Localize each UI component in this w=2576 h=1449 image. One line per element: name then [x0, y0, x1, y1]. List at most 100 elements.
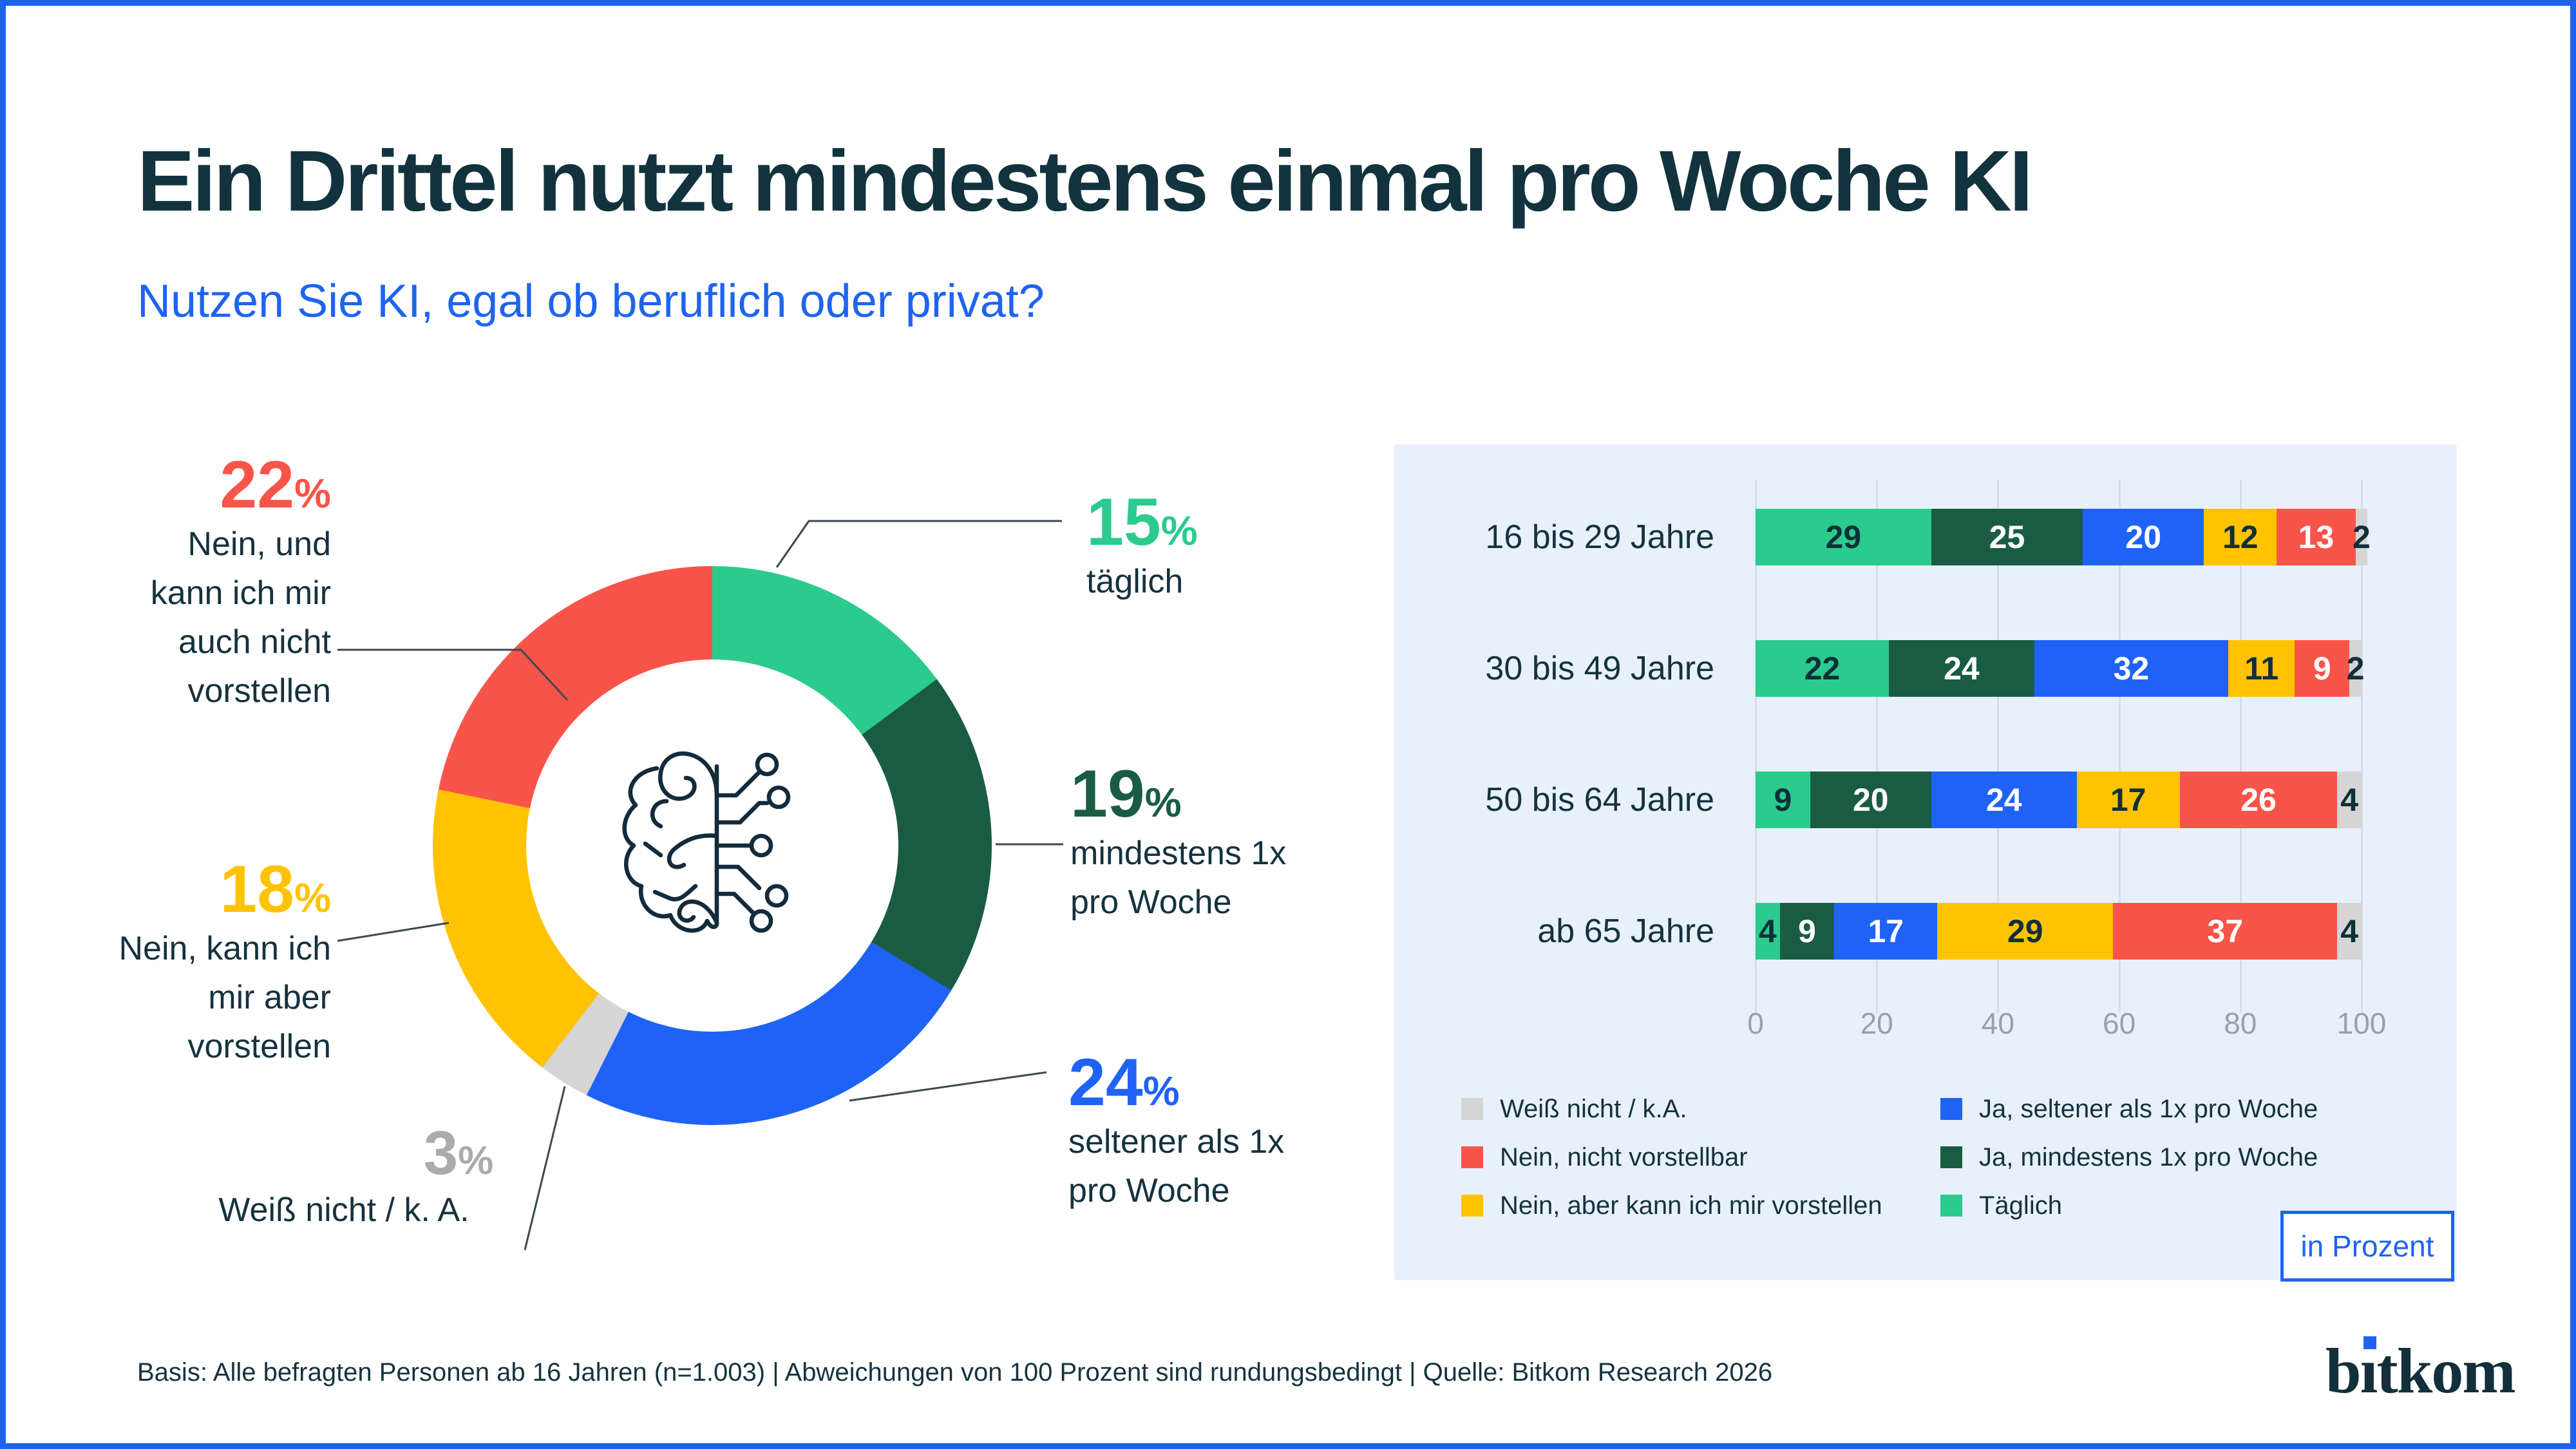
- bar-segment-value: 20: [1852, 782, 1889, 818]
- bar-segment: 2: [2353, 509, 2371, 565]
- legend-item: Nein, aber kann ich mir vorstellen: [1461, 1181, 1882, 1230]
- bar-row-label: ab 65 Jahre: [1537, 913, 1714, 950]
- legend-swatch: [1461, 1195, 1483, 1217]
- bar-segment-value: 2: [2346, 650, 2365, 687]
- legend-label: Nein, aber kann ich mir vorstellen: [1500, 1191, 1882, 1220]
- legend-label: Ja, seltener als 1x pro Woche: [1979, 1094, 2318, 1123]
- legend-item: Nein, nicht vorstellbar: [1461, 1133, 1748, 1182]
- bar-segment: 9: [1756, 772, 1810, 828]
- bar-segment-value: 20: [2125, 519, 2162, 555]
- callout-label: täglich: [1086, 563, 1184, 601]
- bar-segment: 22: [1756, 640, 1889, 697]
- bar-segment: 9: [1779, 903, 1835, 960]
- bar-segment: 11: [2228, 640, 2295, 697]
- bar-segment: 32: [2034, 640, 2228, 697]
- bar-row-label: 50 bis 64 Jahre: [1485, 781, 1714, 819]
- grid-line: [1755, 480, 1757, 1013]
- x-axis-tick: 0: [1747, 1007, 1764, 1040]
- bar-segment-value: 29: [2007, 913, 2043, 949]
- bar-segment-value: 11: [2244, 650, 2279, 687]
- bar-segment: 13: [2277, 509, 2356, 565]
- bar-segment: 24: [1889, 640, 2034, 697]
- bar-segment: 17: [2076, 772, 2180, 828]
- bar-segment: 26: [2179, 772, 2338, 828]
- bar-segment-value: 12: [2222, 519, 2259, 555]
- bar-segment-value: 22: [1804, 650, 1841, 687]
- bar-track: 22 24 32 11 9 2: [1756, 640, 2365, 697]
- bar-segment-value: 9: [2313, 650, 2331, 687]
- callout-value: 19%: [1070, 757, 1182, 831]
- bar-segment-value: 29: [1825, 519, 1862, 555]
- bar-segment: 9: [2295, 640, 2350, 697]
- callout-label-weiss-nicht: Weiß nicht / k. A.: [218, 1191, 469, 1229]
- bar-row: 16 bis 29 Jahre 29 25 20 12 13 2: [1394, 509, 2457, 565]
- bar-segment-value: 17: [1868, 913, 1904, 949]
- bitkom-logo: bı tkom: [2325, 1335, 2516, 1406]
- bar-segment-value: 24: [1944, 650, 1980, 687]
- bar-segment: 4: [2337, 772, 2362, 828]
- legend-item: Weiß nicht / k.A.: [1461, 1084, 1687, 1133]
- grid-line: [2239, 480, 2242, 1013]
- callout-label: mindestens 1x pro Woche: [1070, 835, 1287, 922]
- donut-chart: [433, 566, 992, 1125]
- grid-line: [2361, 480, 2363, 1013]
- x-axis-tick: 100: [2336, 1007, 2387, 1040]
- legend-swatch: [1461, 1146, 1483, 1168]
- bar-segment-value: 17: [2110, 782, 2146, 818]
- page-subtitle: Nutzen Sie KI, egal ob beruflich oder pr…: [137, 276, 1045, 327]
- bar-segment-value: 26: [2240, 782, 2277, 818]
- legend-label: Täglich: [1979, 1191, 2062, 1220]
- legend-swatch: [1461, 1098, 1483, 1120]
- bar-segment-value: 4: [2340, 782, 2359, 818]
- grid-line: [2118, 480, 2121, 1013]
- x-axis-tick: 60: [2103, 1007, 2136, 1040]
- bar-segment: 29: [1756, 509, 1931, 565]
- bar-segment-value: 2: [2353, 519, 2371, 555]
- legend-item: Täglich: [1940, 1181, 2062, 1230]
- source-note: Basis: Alle befragten Personen ab 16 Jah…: [137, 1358, 1773, 1387]
- x-axis-tick: 20: [1860, 1007, 1893, 1040]
- callout-value-weiss-nicht: 3%: [423, 1119, 494, 1188]
- legend-label: Nein, nicht vorstellbar: [1500, 1142, 1748, 1171]
- legend-swatch: [1940, 1146, 1962, 1168]
- callout-seltener-1x: 24% seltener als 1x pro Woche: [1068, 1048, 1339, 1215]
- callout-value: 18%: [220, 852, 331, 927]
- bar-segment-value: 37: [2207, 913, 2244, 949]
- legend-item: Ja, seltener als 1x pro Woche: [1940, 1084, 2318, 1133]
- callout-nein-nicht-vorstellbar: 22% Nein, und kann ich mir auch nicht vo…: [109, 450, 331, 715]
- bar-segment: 4: [2337, 903, 2362, 960]
- bar-segment-value: 32: [2113, 650, 2150, 687]
- bar-row-label: 30 bis 49 Jahre: [1485, 650, 1714, 687]
- callout-value: 22%: [220, 448, 331, 522]
- bar-segment-value: 4: [2340, 913, 2359, 949]
- bar-segment-value: 9: [1774, 782, 1792, 818]
- bar-segment-value: 13: [2298, 519, 2334, 555]
- callout-nein-aber-vorstellbar: 18% Nein, kann ich mir aber vorstellen: [109, 855, 331, 1071]
- bar-segment: 17: [1834, 903, 1938, 960]
- bar-segment: 25: [1931, 509, 2083, 565]
- legend-label: Ja, mindestens 1x pro Woche: [1979, 1142, 2318, 1171]
- logo-i-dot: [2363, 1336, 2376, 1349]
- brain-circuit-icon: [622, 751, 791, 933]
- bar-segment-value: 9: [1798, 913, 1816, 949]
- callout-label: Nein, kann ich mir aber vorstellen: [118, 930, 331, 1066]
- legend-swatch: [1940, 1098, 1962, 1120]
- grid-line: [1876, 480, 1879, 1013]
- bar-row: ab 65 Jahre 4 9 17 29 37 4: [1394, 903, 2457, 960]
- donut-hole: [526, 659, 898, 1032]
- callout-label: Nein, und kann ich mir auch nicht vorste…: [150, 526, 331, 710]
- callout-label: seltener als 1x pro Woche: [1068, 1123, 1285, 1210]
- legend-swatch: [1940, 1195, 1962, 1217]
- callout-value: 15%: [1086, 485, 1198, 560]
- bar-segment: 12: [2204, 509, 2277, 565]
- bar-segment-value: 24: [1985, 782, 2022, 818]
- page-title: Ein Drittel nutzt mindestens einmal pro …: [137, 133, 2033, 229]
- bar-row: 50 bis 64 Jahre 9 20 24 17 26 4: [1394, 772, 2457, 828]
- in-prozent-badge: in Prozent: [2280, 1211, 2454, 1282]
- x-axis-tick: 80: [2224, 1007, 2257, 1040]
- bar-track: 4 9 17 29 37 4: [1756, 903, 2362, 960]
- bar-segment: 37: [2113, 903, 2338, 960]
- callout-mindestens-1x: 19% mindestens 1x pro Woche: [1070, 759, 1302, 927]
- bar-track: 9 20 24 17 26 4: [1756, 772, 2362, 828]
